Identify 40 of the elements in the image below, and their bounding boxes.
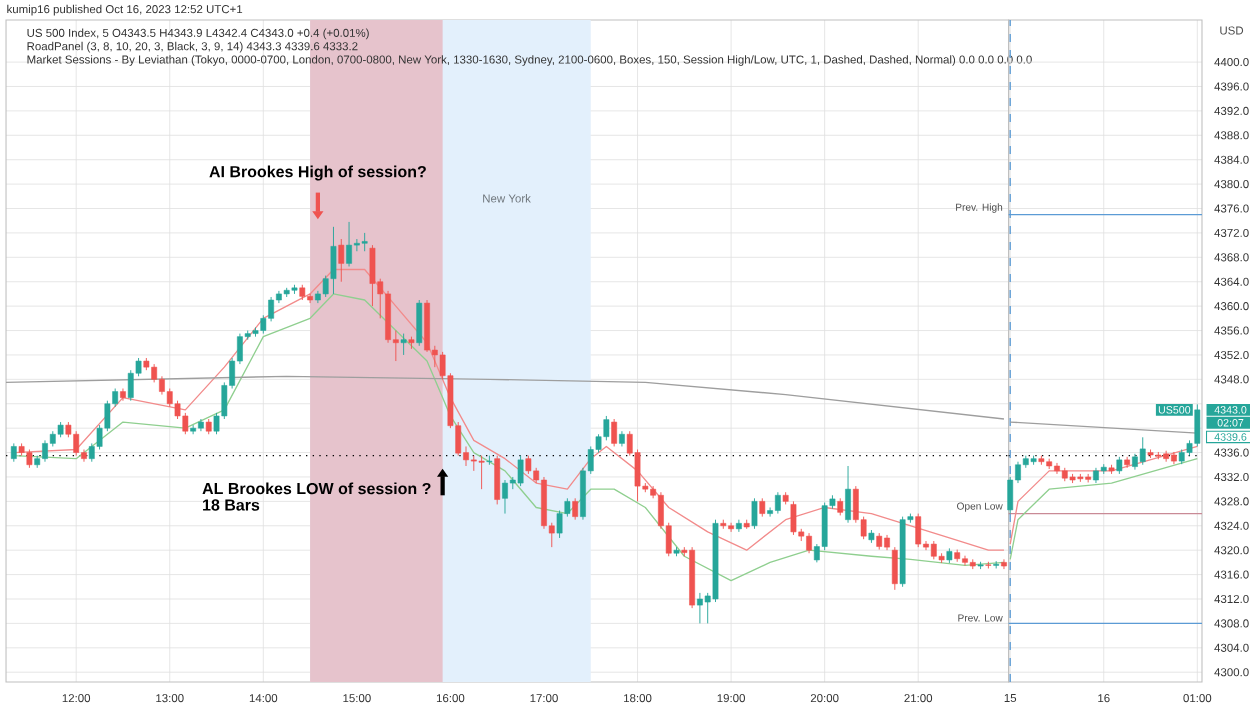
candlestick: [424, 299, 430, 353]
candlestick: [361, 232, 368, 252]
candlestick: [891, 546, 898, 591]
candlestick: [330, 226, 337, 295]
candlestick: [525, 455, 532, 475]
candlestick: [478, 455, 485, 490]
candlestick: [611, 418, 618, 447]
candlestick: [416, 299, 423, 347]
candlestick: [369, 244, 376, 307]
candlestick: [806, 532, 812, 554]
candlestick: [26, 449, 33, 469]
candlestick: [517, 455, 524, 487]
candlestick: [502, 479, 508, 515]
candlestick: [120, 388, 126, 402]
candlestick: [42, 439, 48, 463]
candlestick: [790, 500, 797, 536]
annotation: AI Brookes High of session?: [209, 165, 426, 181]
candlestick: [697, 592, 703, 624]
candlestick: [915, 513, 922, 548]
candlestick: [1001, 558, 1007, 570]
candlestick: [774, 491, 781, 515]
candlestick: [845, 465, 851, 524]
candlestick: [572, 497, 579, 521]
candlestick: [1163, 450, 1170, 463]
candlestick: [10, 442, 17, 463]
candlestick: [1139, 436, 1146, 466]
candlestick: [541, 476, 547, 530]
candlestick: [736, 519, 742, 533]
line-series: [1009, 445, 1198, 545]
candlestick: [759, 497, 766, 518]
annotation: 18 Bars: [203, 499, 260, 511]
candlestick: [751, 497, 758, 530]
candlestick: [494, 455, 501, 505]
candlestick: [338, 238, 345, 283]
candlestick: [73, 430, 80, 457]
candlestick: [346, 221, 352, 267]
candlestick: [930, 540, 937, 560]
annotation: AL Brookes LOW of session ?: [202, 482, 431, 495]
candlestick: [400, 333, 407, 356]
line-series: [1009, 458, 1198, 560]
